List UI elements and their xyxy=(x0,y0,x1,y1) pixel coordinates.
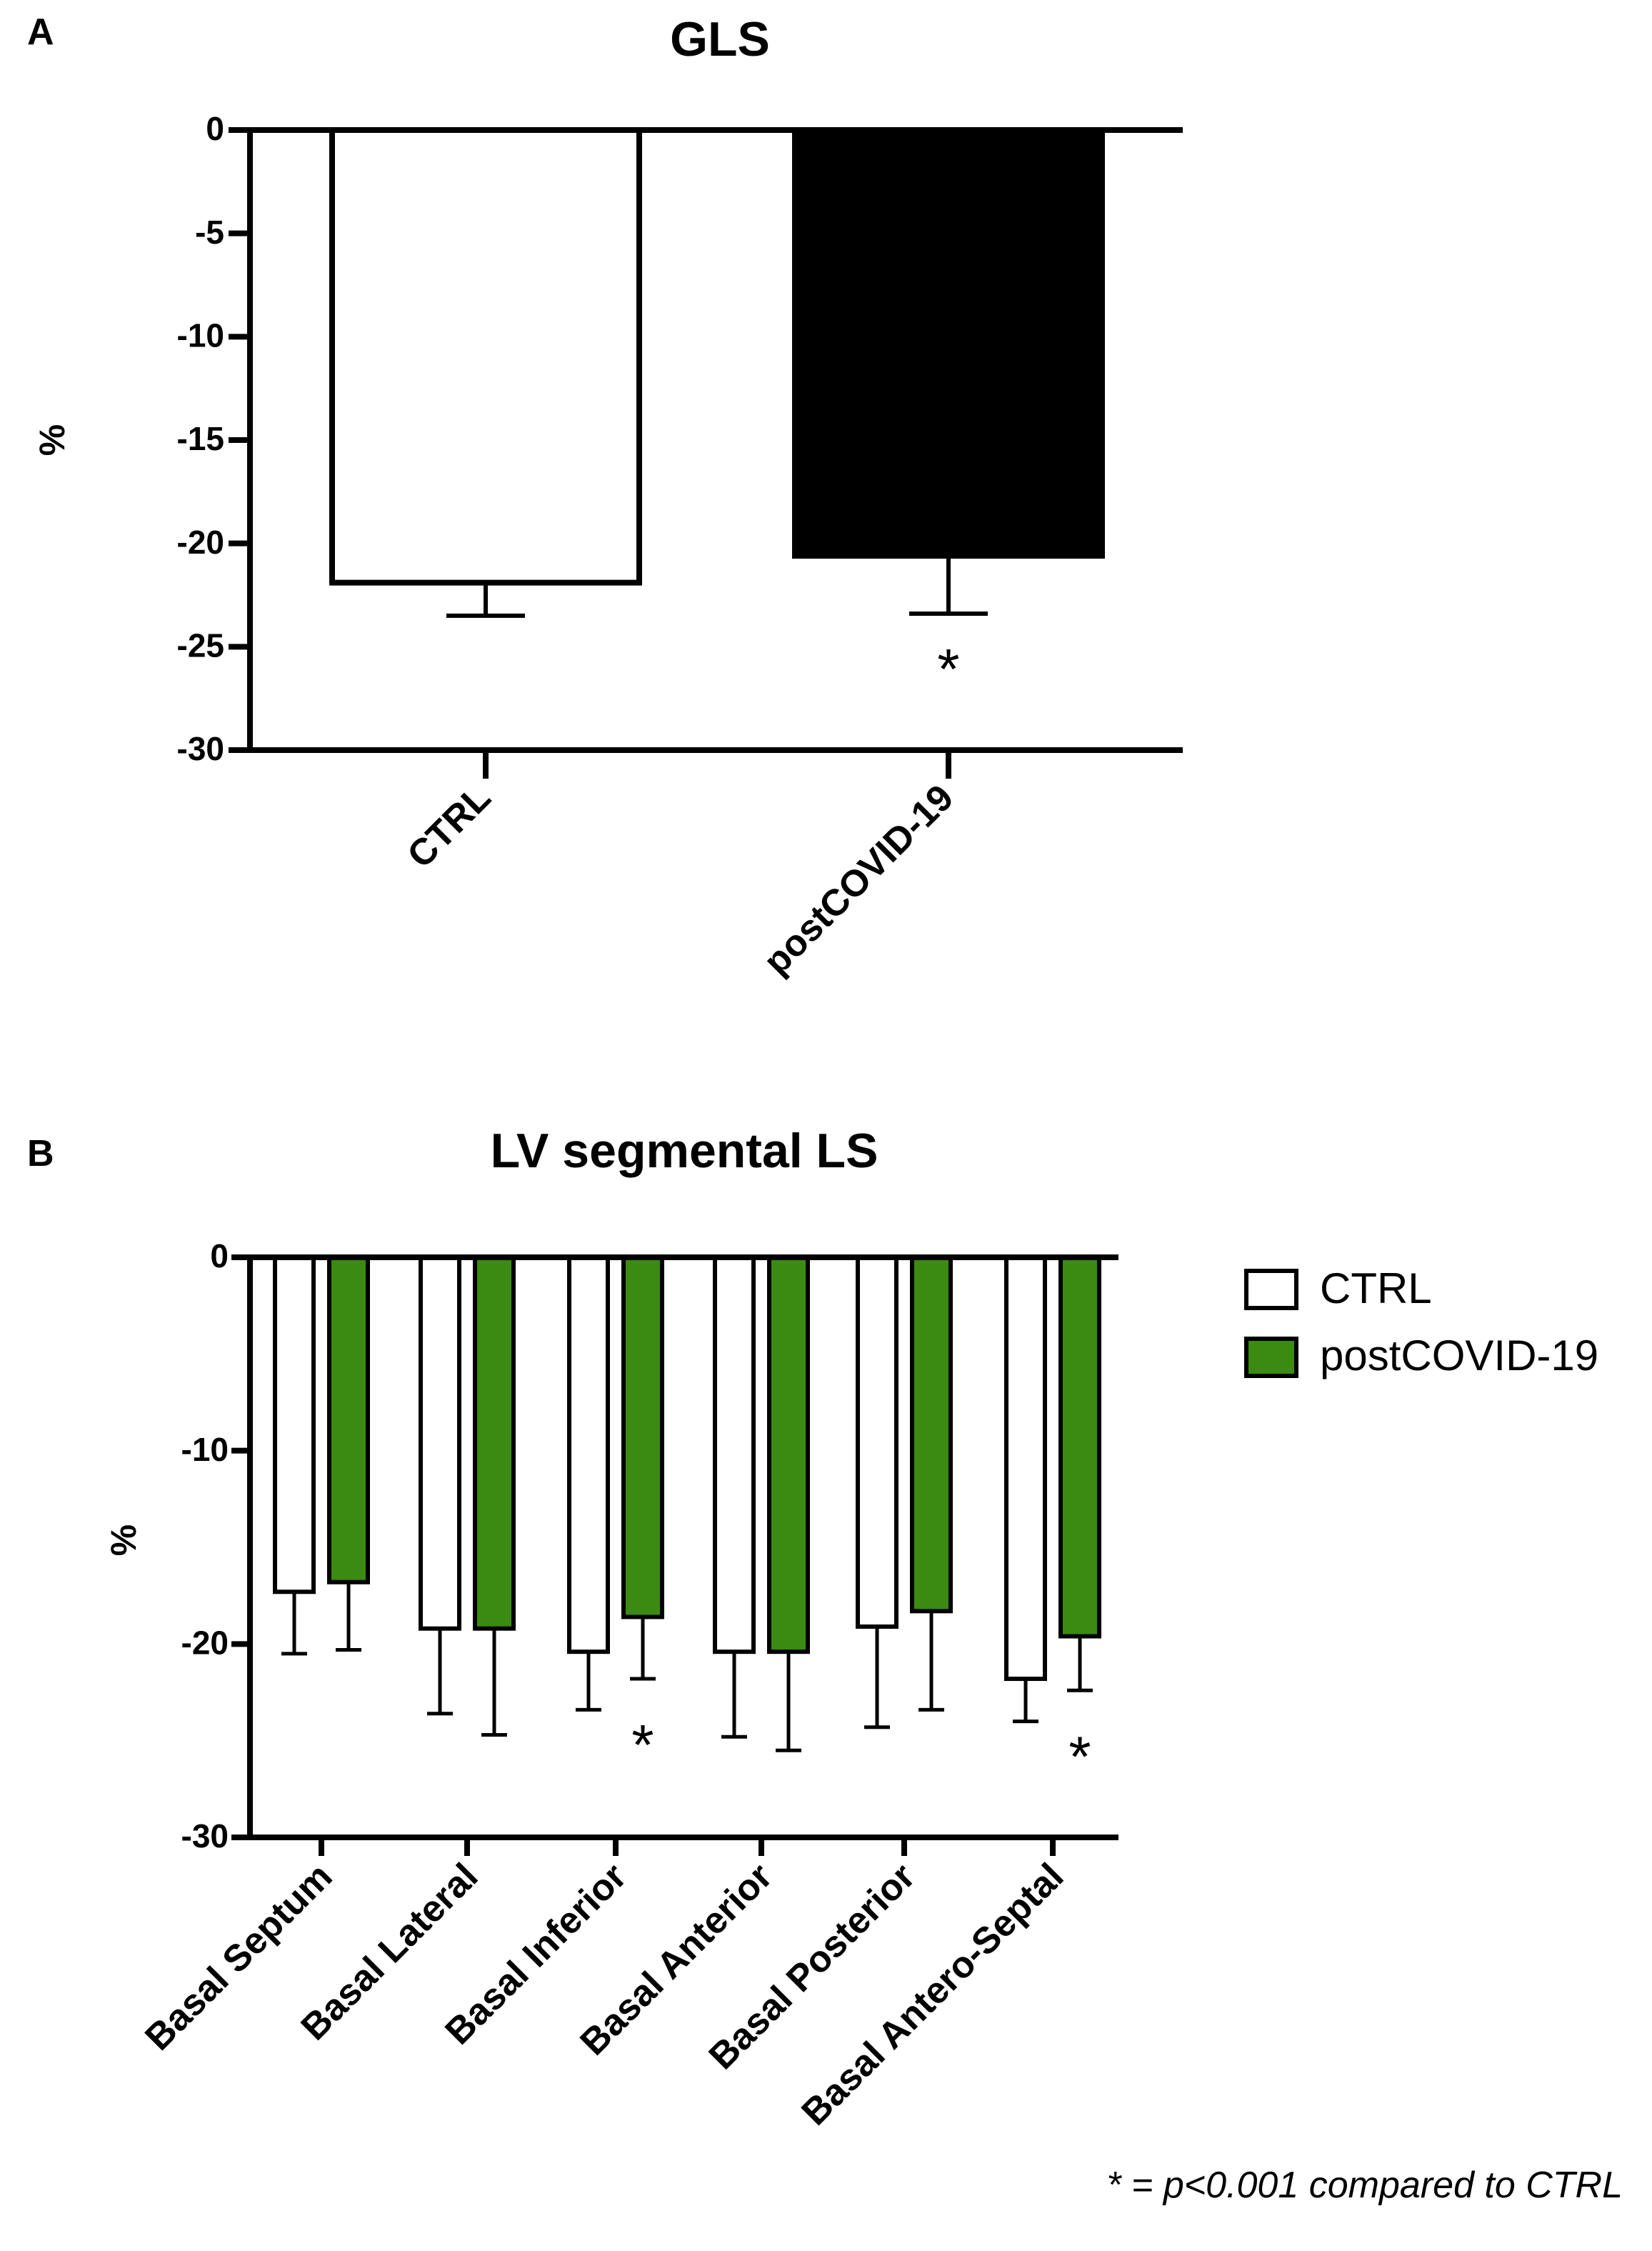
y-tick-label: -20 xyxy=(177,524,224,561)
significance-marker: * xyxy=(1068,1725,1091,1788)
bar-ctrl xyxy=(329,127,642,586)
significance-marker: * xyxy=(631,1713,654,1777)
panel-a-title: GLS xyxy=(670,12,770,66)
y-tick-label: -30 xyxy=(177,730,224,767)
y-axis-label: % xyxy=(32,424,72,456)
y-tick-label: -10 xyxy=(181,1431,229,1468)
bar-postcovid-19-basal-septum xyxy=(327,1255,370,1584)
x-tick-label: Basal Antero-Septal xyxy=(794,1855,1071,2133)
y-tick-label: 0 xyxy=(206,110,224,147)
x-tick-label: postCOVID-19 xyxy=(756,777,961,982)
bar-postcovid-19 xyxy=(792,127,1105,559)
y-tick-label: -10 xyxy=(177,316,224,354)
legend-label-postcovid: postCOVID-19 xyxy=(1320,1332,1598,1379)
y-tick-label: -15 xyxy=(177,420,224,457)
bar-postcovid-19-basal-anterior xyxy=(767,1255,810,1654)
panel-b-label: B xyxy=(27,1133,54,1174)
bar-postcovid-19-basal-inferior xyxy=(621,1255,664,1619)
legend-swatch-postcovid xyxy=(1244,1337,1298,1378)
bar-ctrl-basal-anterior xyxy=(713,1255,756,1654)
panel-a-chart: CTRL * postCOVID-19 0 -5 -10 -15 -20 -25 -30% xyxy=(32,110,1183,983)
panel-b-title: LV segmental LS xyxy=(491,1124,878,1178)
y-tick-label: -25 xyxy=(177,627,224,664)
y-tick-label: -30 xyxy=(181,1817,229,1855)
panel-a-label: A xyxy=(27,11,54,53)
x-tick-label: CTRL xyxy=(399,777,499,876)
bar-ctrl-basal-posterior xyxy=(856,1255,898,1629)
bar-ctrl-basal-antero-septal xyxy=(1004,1255,1047,1682)
bar-ctrl-basal-lateral xyxy=(419,1255,461,1631)
significance-marker: * xyxy=(937,637,959,701)
legend-swatch-ctrl xyxy=(1244,1269,1298,1310)
bar-postcovid-19-basal-lateral xyxy=(473,1255,516,1631)
bar-postcovid-19-basal-antero-septal xyxy=(1058,1255,1101,1639)
legend: CTRL postCOVID-19 xyxy=(1244,1264,1598,1379)
footnote: * = p<0.001 compared to CTRL xyxy=(1106,2165,1623,2206)
y-axis-label: % xyxy=(104,1524,144,1556)
legend-label-ctrl: CTRL xyxy=(1320,1264,1432,1312)
bar-ctrl-basal-inferior xyxy=(567,1255,610,1654)
y-tick-label: -5 xyxy=(195,214,224,251)
y-tick-label: 0 xyxy=(210,1237,229,1274)
bar-ctrl-basal-septum xyxy=(273,1255,316,1594)
y-tick-label: -20 xyxy=(181,1624,229,1661)
bar-postcovid-19-basal-posterior xyxy=(910,1255,953,1614)
